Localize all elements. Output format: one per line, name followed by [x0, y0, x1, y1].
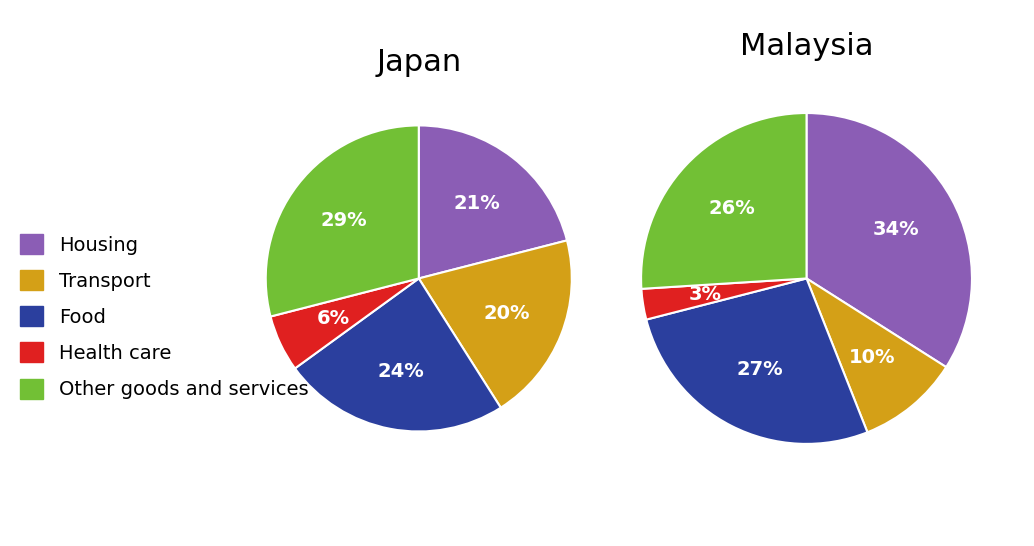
Text: 26%: 26% [708, 199, 755, 218]
Wedge shape [807, 278, 946, 432]
Wedge shape [419, 240, 572, 408]
Text: 3%: 3% [689, 285, 722, 304]
Text: 6%: 6% [316, 310, 349, 328]
Wedge shape [271, 278, 419, 369]
Legend: Housing, Transport, Food, Health care, Other goods and services: Housing, Transport, Food, Health care, O… [20, 234, 308, 399]
Text: 34%: 34% [873, 219, 919, 239]
Title: Malaysia: Malaysia [739, 32, 874, 61]
Wedge shape [266, 126, 419, 317]
Wedge shape [641, 278, 807, 319]
Wedge shape [641, 113, 807, 289]
Title: Japan: Japan [376, 48, 461, 76]
Text: 10%: 10% [849, 348, 895, 367]
Text: 27%: 27% [736, 360, 784, 379]
Text: 21%: 21% [454, 194, 500, 213]
Text: 20%: 20% [484, 304, 530, 323]
Wedge shape [807, 113, 972, 367]
Wedge shape [295, 278, 500, 431]
Wedge shape [419, 126, 567, 278]
Text: 24%: 24% [377, 362, 424, 381]
Wedge shape [646, 278, 868, 444]
Text: 29%: 29% [321, 211, 367, 230]
